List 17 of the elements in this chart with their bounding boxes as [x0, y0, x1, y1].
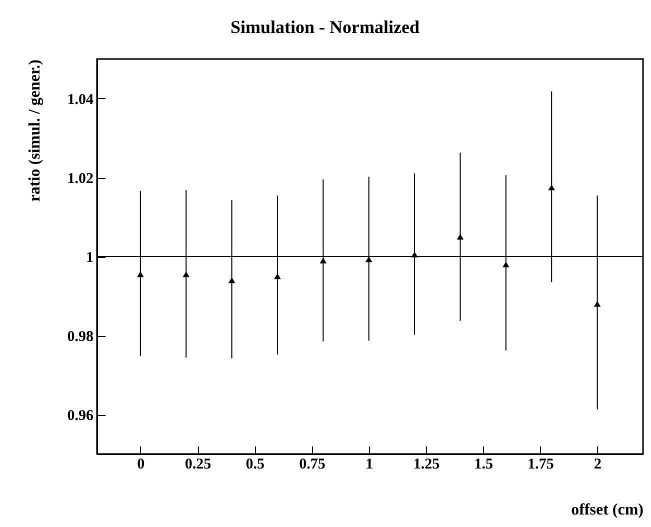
- x-tick-label: 0.5: [246, 456, 265, 472]
- x-tick-label: 1.25: [413, 456, 440, 472]
- x-axis-title: offset (cm): [571, 502, 644, 518]
- y-tick-label: 1.02: [67, 171, 94, 187]
- chart-title: Simulation - Normalized: [230, 17, 420, 37]
- y-tick-label: 1.04: [67, 92, 94, 108]
- y-tick-label: 1: [86, 250, 94, 266]
- x-tick-label: 0.75: [299, 456, 326, 472]
- x-tick-label: 1.5: [474, 456, 493, 472]
- x-tick-label: 1: [366, 456, 374, 472]
- y-tick-label: 0.98: [67, 329, 94, 345]
- x-tick-label: 0: [137, 456, 145, 472]
- y-axis-title: ratio (simul. / gener.): [26, 60, 44, 202]
- x-tick-label: 1.75: [528, 456, 554, 472]
- x-tick-label: 0.25: [184, 456, 212, 472]
- x-tick-label: 2: [594, 456, 602, 472]
- y-tick-label: 0.96: [67, 408, 94, 424]
